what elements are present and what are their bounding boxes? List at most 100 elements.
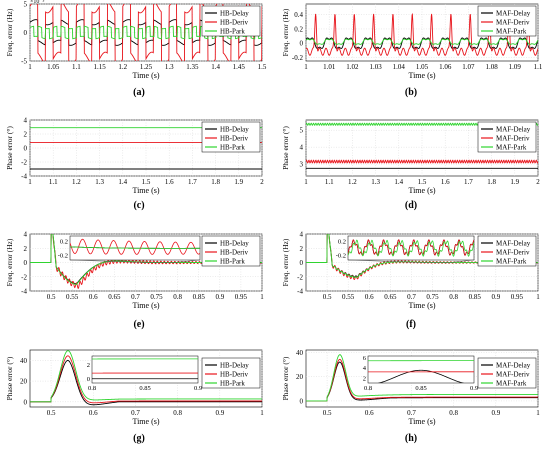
x-tick-label: 0.7 <box>407 409 416 417</box>
legend-entry: MAF-Park <box>496 28 527 36</box>
x-tick-label: 1.02 <box>346 63 359 71</box>
x-tick-label: 1.15 <box>93 63 106 71</box>
y-axis-label: Phase error (°) <box>5 126 14 170</box>
y-tick-label: 0.4 <box>294 11 303 19</box>
legend-entry: HB-Park <box>220 28 245 36</box>
panel-label-d: (d) <box>391 200 431 211</box>
y-axis-label: Freq. error (Hz) <box>5 8 14 56</box>
y-axis-label: Freq. error (Hz) <box>281 238 290 286</box>
y-tick-label: -5 <box>21 58 27 66</box>
x-tick-label: 1.7 <box>188 178 197 186</box>
y-tick-label: -0.2 <box>292 54 304 62</box>
inset-y-tick-label: 0.2 <box>338 239 346 246</box>
panel-label-e: (e) <box>119 319 159 330</box>
x-tick-label: 0.9 <box>215 409 224 417</box>
y-axis-label: Freq. error (Hz) <box>281 8 290 56</box>
y-tick-label: 40 <box>20 357 28 365</box>
y-tick-label: 0 <box>24 259 28 267</box>
inset-x-tick-label: 0.9 <box>470 385 478 392</box>
legend-entry: MAF-Delay <box>496 362 531 370</box>
y-tick-label: -2 <box>21 159 27 167</box>
inset-x-tick-label: 0.9 <box>194 385 202 392</box>
legend-entry: HB-Delay <box>220 126 249 134</box>
x-tick-label: 1.4 <box>394 178 403 186</box>
inset-x-tick-label: 0.85 <box>139 385 150 392</box>
y-tick-label: 0.2 <box>294 25 303 33</box>
y-tick-label: 0 <box>300 40 304 48</box>
y-tick-label: 4 <box>24 231 28 239</box>
x-tick-label: 0.55 <box>342 293 355 301</box>
x-tick-label: 1.2 <box>118 63 127 71</box>
inset-x-tick-label: 0.8 <box>88 385 96 392</box>
x-tick-label: 0.95 <box>235 293 248 301</box>
legend-entry: HB-Deriv <box>220 371 248 379</box>
x-tick-label: 1.1 <box>49 178 58 186</box>
inset-frame <box>348 236 474 260</box>
x-tick-label: 1.7 <box>464 178 473 186</box>
y-tick-label: -4 <box>21 288 27 296</box>
x-tick-label: 1.2 <box>72 178 81 186</box>
x-tick-label: 1.9 <box>234 178 243 186</box>
y-tick-label: 5 <box>24 1 28 9</box>
y-tick-label: 40 <box>296 349 304 357</box>
x-tick-label: 0.6 <box>89 409 98 417</box>
x-tick-label: 1 <box>260 409 264 417</box>
x-tick-label: 0.8 <box>173 409 182 417</box>
x-axis-label: Time (s) <box>408 417 435 426</box>
y-tick-label: 2 <box>24 245 28 253</box>
x-tick-label: 1.07 <box>462 63 475 71</box>
x-tick-label: 1.1 <box>72 63 81 71</box>
x-tick-label: 1.3 <box>371 178 380 186</box>
x-tick-label: 0.65 <box>108 293 121 301</box>
x-tick-label: 1.25 <box>140 63 153 71</box>
legend-entry: MAF-Park <box>496 380 527 388</box>
x-tick-label: 1.6 <box>165 178 174 186</box>
y-tick-label: -4 <box>297 288 303 296</box>
legend-entry: HB-Delay <box>220 10 249 18</box>
y-tick-label: 20 <box>296 373 304 381</box>
x-tick-label: 0.95 <box>511 293 524 301</box>
x-tick-label: 1.08 <box>485 63 498 71</box>
x-tick-label: 0.7 <box>407 293 416 301</box>
x-tick-label: 0.5 <box>47 409 56 417</box>
inset-y-tick-label: -0.2 <box>58 252 68 259</box>
legend-entry: MAF-Deriv <box>496 249 530 257</box>
y-exponent-label: ×10⁻³ <box>30 0 45 5</box>
x-tick-label: 1.05 <box>416 63 429 71</box>
y-tick-label: 0 <box>24 145 28 153</box>
panel-label-h: (h) <box>391 433 431 444</box>
inset-x-tick-label: 0.85 <box>415 385 426 392</box>
y-tick-label: 3 <box>300 161 304 169</box>
x-tick-label: 1.3 <box>95 178 104 186</box>
x-tick-label: 1.5 <box>418 178 427 186</box>
legend-entry: HB-Delay <box>220 362 249 370</box>
y-tick-label: 0 <box>24 29 28 37</box>
y-tick-label: -2 <box>297 273 303 281</box>
y-tick-label: 20 <box>20 378 28 386</box>
legend-entry: HB-Park <box>220 144 245 152</box>
y-tick-label: 5 <box>300 127 304 135</box>
legend-entry: MAF-Deriv <box>496 371 530 379</box>
panel-label-c: (c) <box>119 200 159 211</box>
legend-entry: MAF-Delay <box>496 240 531 248</box>
x-axis-label: Time (s) <box>132 417 159 426</box>
legend-entry: MAF-Deriv <box>496 19 530 27</box>
x-tick-label: 1.01 <box>323 63 336 71</box>
legend-entry: MAF-Delay <box>496 126 531 134</box>
legend-entry: HB-Deriv <box>220 135 248 143</box>
x-tick-label: 1.4 <box>118 178 127 186</box>
x-tick-label: 1.5 <box>258 63 267 71</box>
x-tick-label: 1 <box>536 409 540 417</box>
x-tick-label: 1.05 <box>47 63 60 71</box>
y-axis-label: Freq. error (Hz) <box>5 238 14 286</box>
x-tick-label: 0.7 <box>131 409 140 417</box>
x-tick-label: 1.1 <box>534 63 543 71</box>
y-tick-label: 0 <box>300 259 304 267</box>
panel-label-g: (g) <box>119 433 159 444</box>
x-tick-label: 0.6 <box>365 409 374 417</box>
y-tick-label: 0 <box>300 397 304 405</box>
